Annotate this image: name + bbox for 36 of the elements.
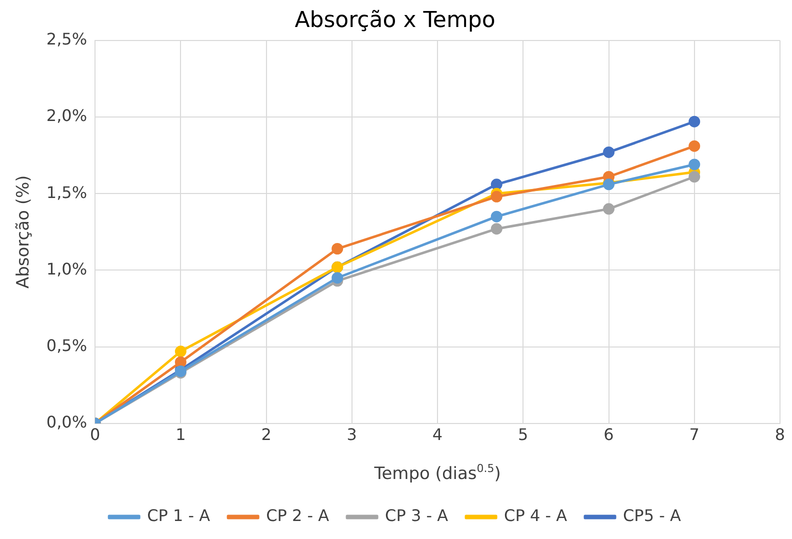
point [490, 210, 502, 222]
y-tick-label: 0,5% [46, 336, 88, 355]
legend-label: CP5 - A [623, 506, 681, 526]
point [332, 243, 344, 254]
point [490, 178, 502, 190]
chart-title: Absorção x Tempo [294, 8, 496, 33]
point [490, 223, 502, 235]
y-tick-label: 2,5% [46, 30, 88, 49]
y-tick-label: 2,0% [46, 106, 88, 126]
legend-label: CP 3 - A [385, 506, 448, 526]
point [688, 116, 700, 128]
point [174, 356, 186, 368]
point [603, 203, 615, 215]
point [332, 272, 344, 284]
point [174, 346, 186, 358]
x-tick-label: 6 [604, 425, 614, 444]
x-tick-label: 8 [774, 425, 786, 444]
x-tick-label: 2 [261, 425, 272, 444]
x-tick-label: 5 [518, 425, 528, 444]
x-tick-label: 7 [689, 425, 700, 444]
y-tick-label: 1,0% [46, 259, 88, 278]
point [688, 171, 700, 182]
x-tick-label: 0 [90, 425, 100, 444]
point [688, 140, 700, 152]
legend-label: CP 4 - A [504, 506, 568, 526]
legend-label: CP 2 - A [266, 506, 330, 526]
point [603, 146, 615, 158]
x-tick-label: 4 [432, 425, 443, 444]
x-tick-label: 3 [346, 425, 357, 444]
point [688, 158, 700, 170]
y-axis-title: Absorção (%) [14, 175, 34, 289]
y-tick-label: 0,0% [46, 412, 88, 432]
legend-label: CP 1 - A [147, 506, 210, 526]
y-tick-label: 1,5% [46, 182, 88, 202]
x-tick-label: 1 [176, 425, 186, 444]
point [490, 190, 502, 202]
